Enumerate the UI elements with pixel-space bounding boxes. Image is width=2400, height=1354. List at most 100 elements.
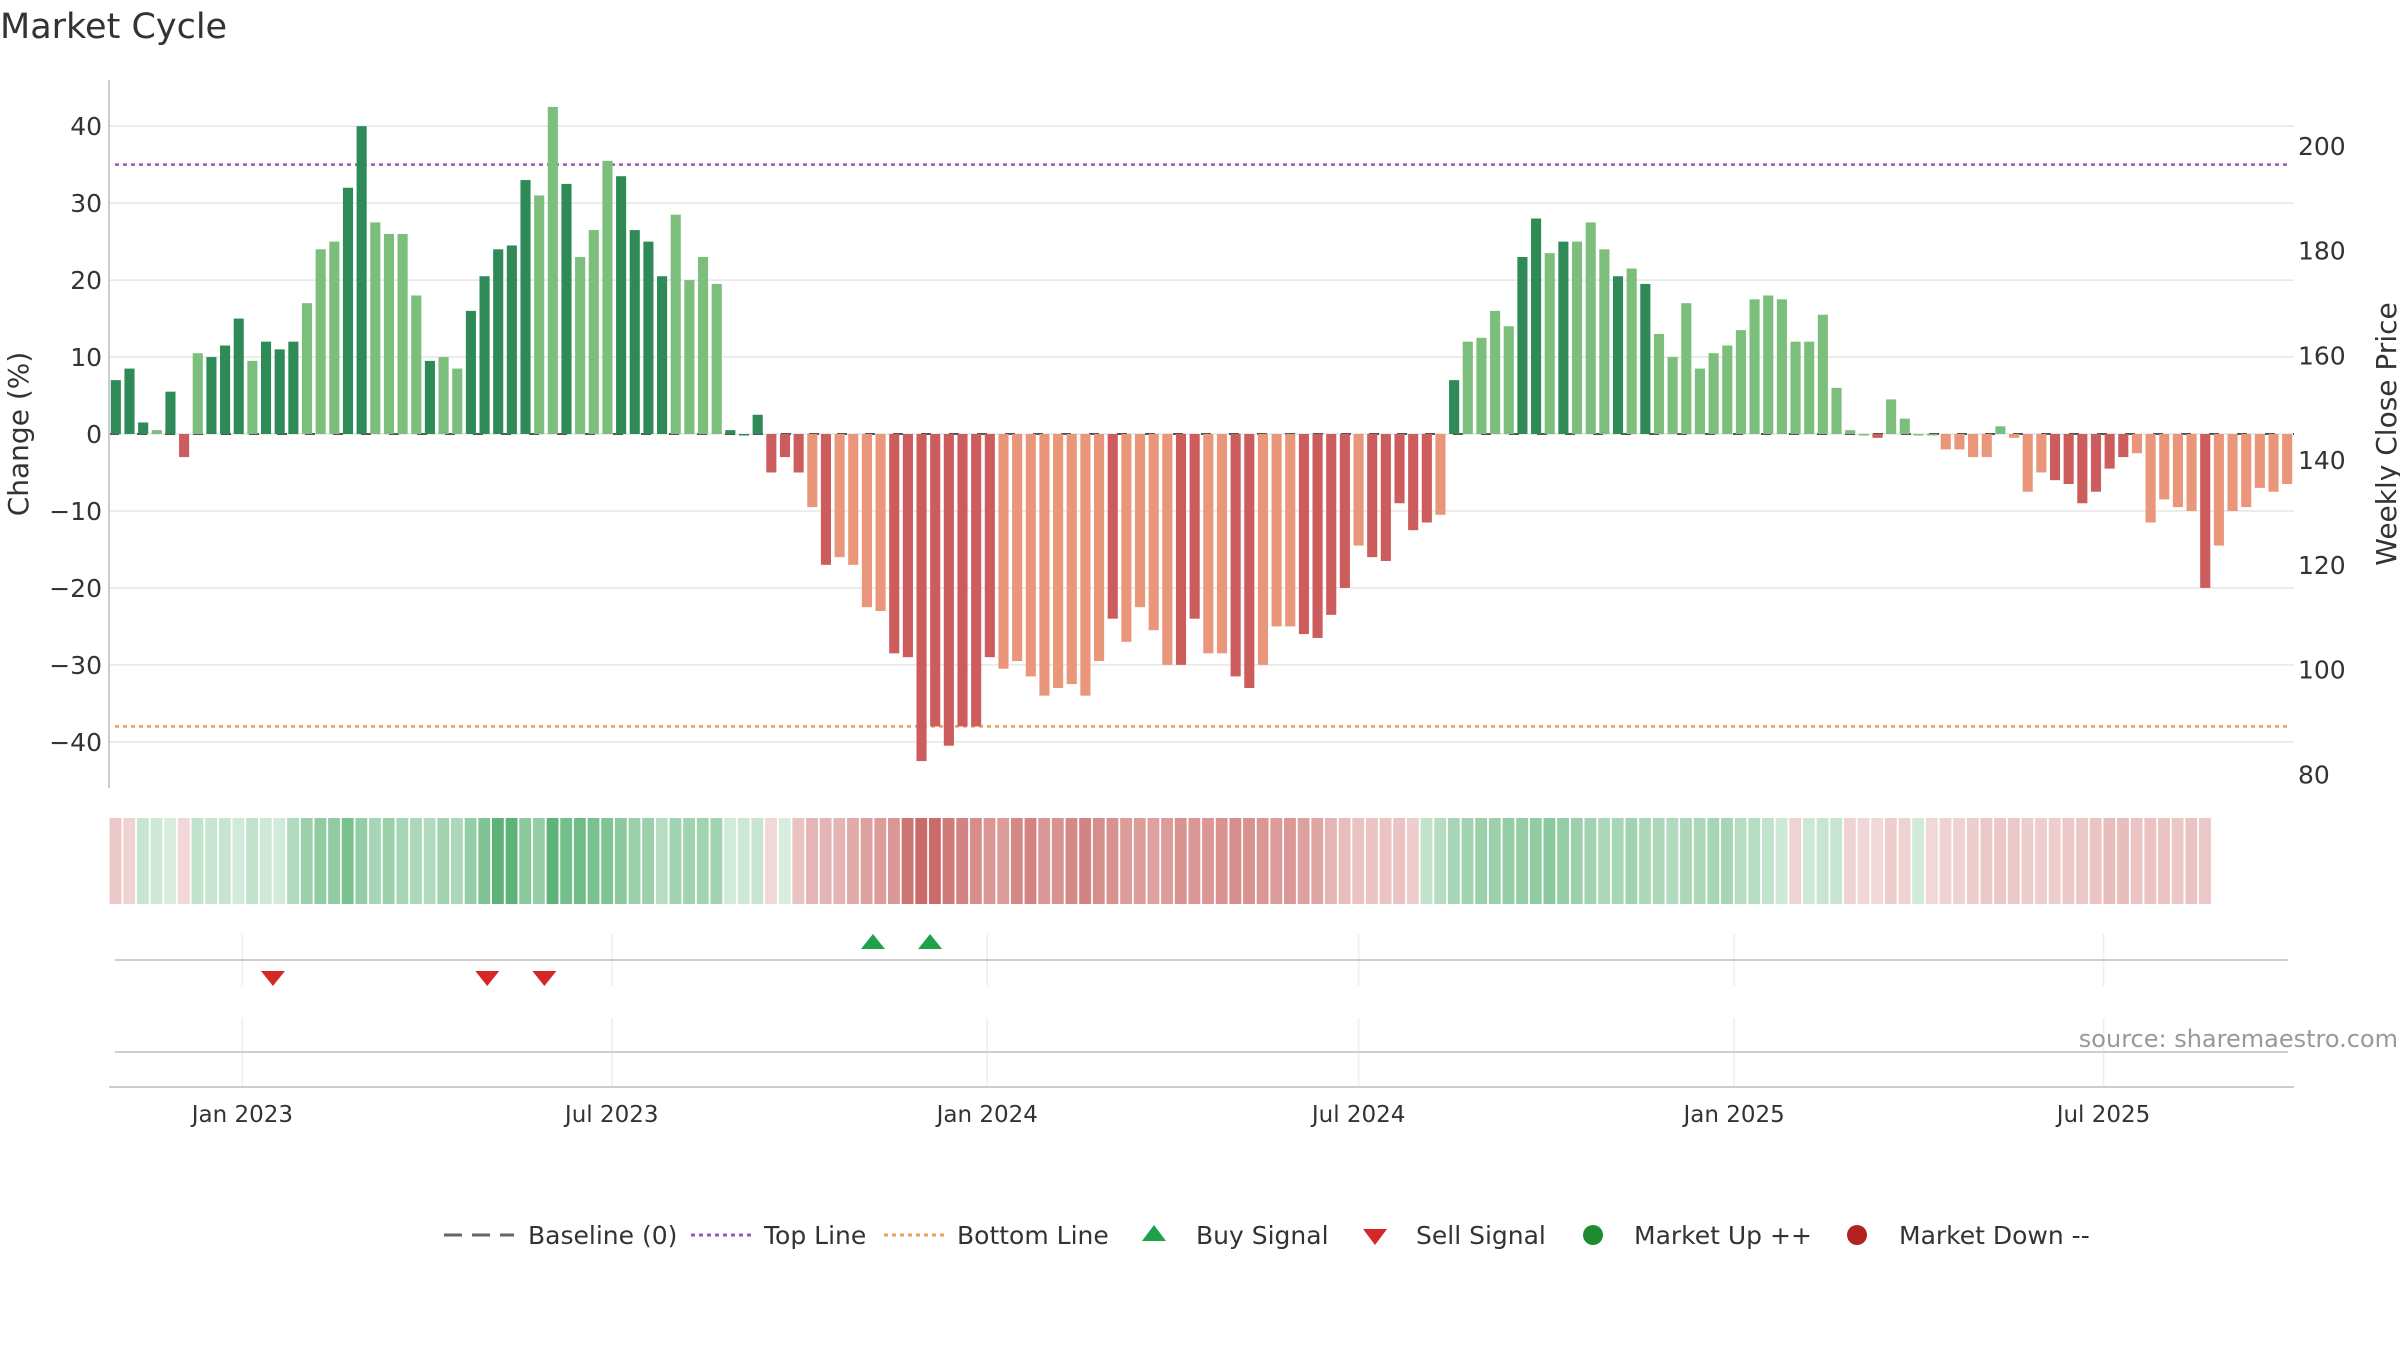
heat-cell bbox=[1884, 818, 1897, 904]
change-bar bbox=[1858, 434, 1869, 436]
change-bar bbox=[411, 295, 422, 434]
legend-item: Market Up ++ bbox=[1583, 1221, 1812, 1250]
x-tick-label: Jul 2024 bbox=[1310, 1102, 1406, 1128]
heat-cell bbox=[2103, 818, 2116, 904]
change-bar bbox=[1380, 434, 1391, 561]
change-bar bbox=[2282, 434, 2293, 485]
change-bar bbox=[930, 434, 941, 727]
change-bar bbox=[370, 222, 381, 434]
sell-signal-marker bbox=[260, 971, 285, 986]
change-bar bbox=[875, 434, 886, 611]
legend-item: Buy Signal bbox=[1142, 1221, 1329, 1250]
y-tick-label: 30 bbox=[70, 189, 102, 218]
change-bar bbox=[165, 391, 176, 434]
change-bar bbox=[1312, 434, 1323, 638]
change-bar bbox=[1203, 434, 1214, 654]
heat-cell bbox=[901, 818, 914, 904]
heat-cell bbox=[1488, 818, 1501, 904]
change-bar bbox=[192, 353, 203, 434]
heat-cell bbox=[532, 818, 545, 904]
heat-cell bbox=[410, 818, 422, 904]
buy-signal-marker bbox=[860, 934, 885, 949]
change-bar bbox=[1790, 341, 1801, 434]
heat-cell bbox=[273, 818, 286, 904]
change-bars bbox=[110, 106, 2293, 762]
heat-cell bbox=[1652, 818, 1665, 904]
heat-cell bbox=[2089, 818, 2102, 904]
heat-cell bbox=[2117, 818, 2129, 904]
heat-cell bbox=[1256, 818, 1269, 904]
legend-swatch-buy bbox=[1142, 1225, 1166, 1241]
heat-cell bbox=[2035, 818, 2047, 904]
heat-cell bbox=[2007, 818, 2020, 904]
heat-cell bbox=[655, 818, 668, 904]
axes: Change (%) Weekly Close Price 403020100−… bbox=[2, 80, 2400, 1128]
change-bar bbox=[1244, 434, 1255, 688]
heat-cell bbox=[915, 818, 928, 904]
reference-lines bbox=[109, 163, 2294, 728]
change-bar bbox=[260, 341, 272, 434]
change-bar bbox=[1995, 426, 2006, 434]
heat-cell bbox=[369, 818, 381, 904]
heat-cell bbox=[956, 818, 969, 904]
change-bar bbox=[943, 434, 954, 746]
heat-cell bbox=[1406, 818, 1419, 904]
y2-axis-title: Weekly Close Price bbox=[2370, 302, 2400, 565]
change-bar bbox=[356, 126, 367, 434]
heat-cell bbox=[259, 818, 272, 904]
change-bar bbox=[493, 249, 504, 434]
change-bar bbox=[1626, 268, 1637, 434]
heat-cell bbox=[1420, 818, 1433, 904]
heat-cell bbox=[860, 818, 873, 904]
legend-item: Top Line bbox=[691, 1221, 866, 1250]
change-bar bbox=[342, 187, 354, 434]
change-bar bbox=[438, 357, 449, 434]
heat-cell bbox=[601, 818, 614, 904]
change-bar bbox=[110, 380, 121, 434]
change-bar bbox=[684, 280, 695, 434]
heat-cell bbox=[451, 818, 463, 904]
change-bar bbox=[1216, 434, 1228, 654]
change-bar bbox=[1094, 434, 1105, 662]
change-bar bbox=[848, 434, 859, 565]
heat-cell bbox=[1434, 818, 1447, 904]
change-bar bbox=[1517, 257, 1528, 434]
heat-cell bbox=[1447, 818, 1460, 904]
heat-cell bbox=[314, 818, 327, 904]
heat-cell bbox=[1379, 818, 1392, 904]
x-tick-label: Jan 2023 bbox=[190, 1102, 293, 1128]
legend-label: Sell Signal bbox=[1416, 1221, 1546, 1250]
change-bar bbox=[151, 430, 162, 434]
heat-cell bbox=[1721, 818, 1733, 904]
heat-cell bbox=[2158, 818, 2170, 904]
heat-cell bbox=[1625, 818, 1638, 904]
heat-cell bbox=[1461, 818, 1474, 904]
heat-cell bbox=[123, 818, 136, 904]
change-bar bbox=[1940, 434, 1951, 450]
buy-signal-marker bbox=[918, 934, 943, 949]
change-bar bbox=[1462, 341, 1473, 434]
heat-cell bbox=[847, 818, 859, 904]
change-bar bbox=[1544, 253, 1555, 434]
heat-cell bbox=[1120, 818, 1133, 904]
sell-signal-marker bbox=[532, 971, 557, 986]
heat-cell bbox=[1502, 818, 1515, 904]
heat-cell bbox=[1748, 818, 1761, 904]
heat-cell bbox=[1857, 818, 1870, 904]
heat-cell bbox=[1229, 818, 1242, 904]
heat-cell bbox=[1994, 818, 2007, 904]
change-bar bbox=[1817, 314, 1828, 434]
change-bar bbox=[670, 214, 681, 434]
heat-cell bbox=[2076, 818, 2088, 904]
heat-cell bbox=[1325, 818, 1337, 904]
change-bar bbox=[643, 241, 654, 434]
change-bar bbox=[2104, 434, 2115, 469]
heat-cell bbox=[1284, 818, 1296, 904]
change-bar bbox=[1189, 434, 1200, 619]
change-bar bbox=[1394, 434, 1405, 504]
heat-cell bbox=[1966, 818, 1979, 904]
change-bar bbox=[725, 430, 736, 434]
change-bar bbox=[766, 434, 777, 473]
heat-cell bbox=[1611, 818, 1624, 904]
change-bar bbox=[1066, 434, 1077, 685]
